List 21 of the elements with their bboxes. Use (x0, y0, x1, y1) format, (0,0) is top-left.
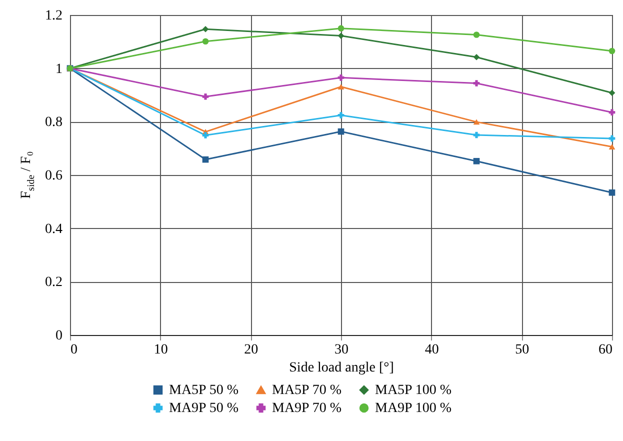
x-axis-title: Side load angle [°] (289, 360, 394, 376)
y-tick-label: 0.2 (45, 275, 62, 290)
legend-label: MA9P 70 % (272, 401, 342, 416)
legend-label: MA5P 100 % (375, 383, 452, 398)
x-tick-label: 60 (598, 342, 612, 358)
legend-label: MA9P 50 % (169, 401, 239, 416)
x-tick-label: 40 (424, 342, 439, 358)
x-tick-label: 10 (154, 342, 168, 358)
y-tick-label: 0 (56, 328, 62, 344)
legend-label: MA9P 100 % (375, 401, 452, 416)
x-tick-label: 0 (70, 342, 78, 358)
x-tick-label: 20 (244, 342, 258, 358)
y-tick-label: 1.2 (45, 8, 62, 24)
y-tick-label: 0.4 (45, 222, 62, 237)
y-tick-label: 0.8 (45, 115, 62, 130)
legend-label: MA5P 70 % (272, 383, 342, 398)
y-tick-label: 0.6 (45, 168, 62, 184)
y-tick-label: 1 (56, 62, 62, 77)
x-tick-label: 30 (334, 342, 348, 358)
legend-label: MA5P 50 % (169, 383, 239, 398)
x-tick-label: 50 (515, 342, 530, 358)
